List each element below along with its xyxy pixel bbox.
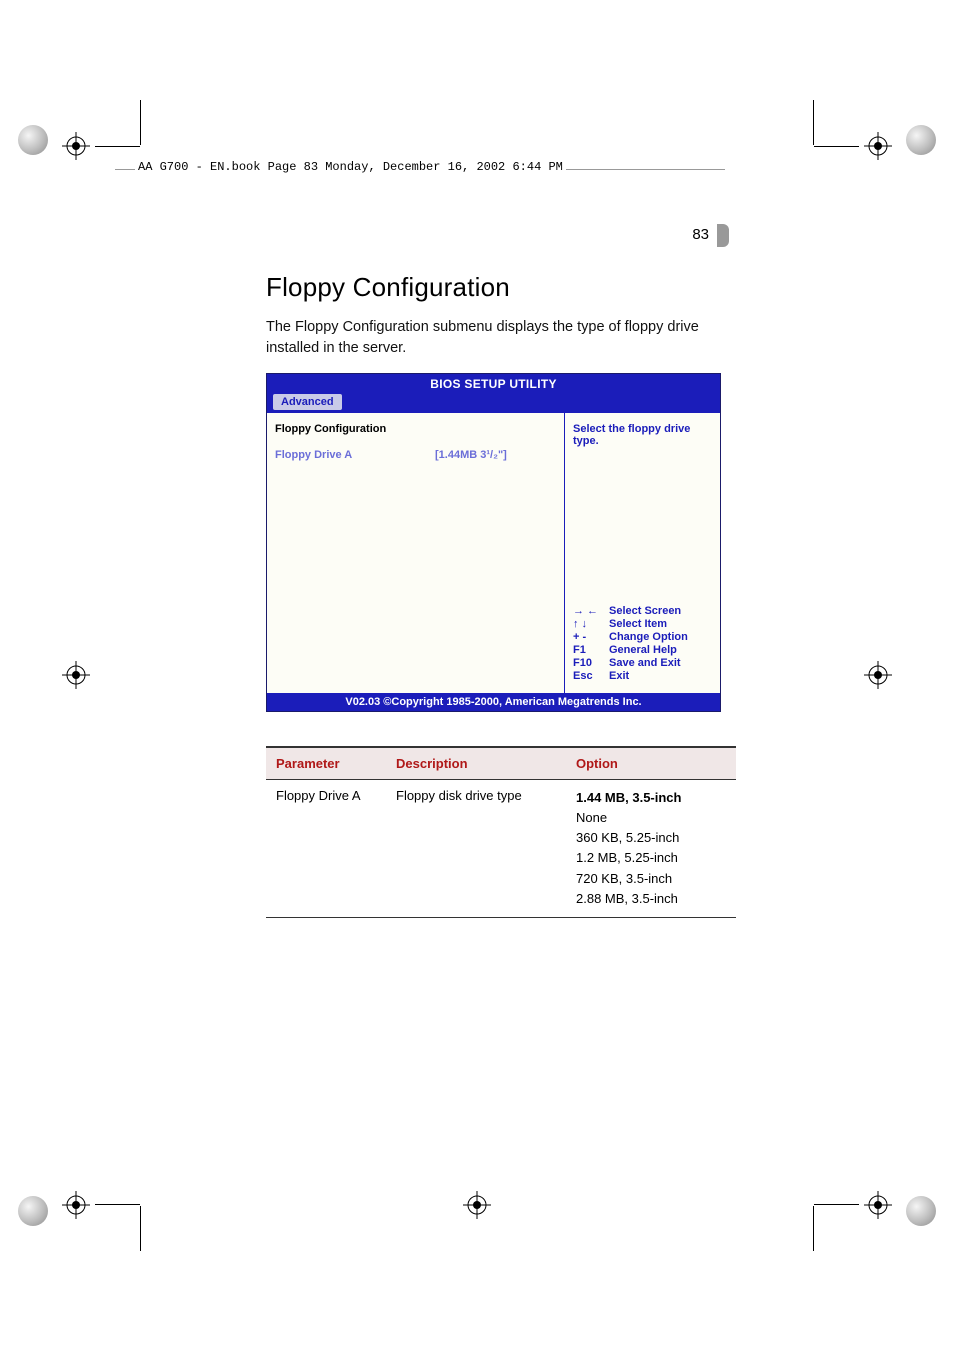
- bios-screenshot: BIOS SETUP UTILITY Advanced Floppy Confi…: [266, 373, 721, 712]
- cell-parameter: Floppy Drive A: [266, 780, 386, 918]
- bios-key: F1: [573, 644, 603, 656]
- option-item: 2.88 MB, 3.5-inch: [576, 889, 726, 909]
- registration-mark-icon: [864, 132, 892, 160]
- bios-key: → ←: [573, 605, 603, 617]
- registration-mark-icon: [62, 1191, 90, 1219]
- corner-orb-icon: [906, 125, 936, 155]
- parameter-table: Parameter Description Option Floppy Driv…: [266, 746, 736, 918]
- registration-mark-icon: [864, 661, 892, 689]
- page-number-band: [717, 224, 729, 247]
- table-row: Floppy Drive A Floppy disk drive type 1.…: [266, 780, 736, 918]
- bios-key-desc: Change Option: [609, 631, 688, 643]
- section-title: Floppy Configuration: [266, 272, 736, 303]
- bios-tab-advanced: Advanced: [273, 394, 342, 410]
- running-header: AA G700 - EN.book Page 83 Monday, Decemb…: [135, 160, 566, 174]
- col-parameter: Parameter: [266, 747, 386, 780]
- bios-key-desc: Select Item: [609, 618, 667, 630]
- col-description: Description: [386, 747, 566, 780]
- option-item: 720 KB, 3.5-inch: [576, 869, 726, 889]
- bios-key-desc: Save and Exit: [609, 657, 681, 669]
- page-number: 83: [692, 226, 709, 243]
- table-header-row: Parameter Description Option: [266, 747, 736, 780]
- option-default: 1.44 MB, 3.5-inch: [576, 788, 726, 808]
- bios-field-label: Floppy Drive A: [275, 449, 435, 461]
- registration-mark-icon: [62, 661, 90, 689]
- bios-key-desc: Exit: [609, 670, 629, 682]
- section-intro: The Floppy Configuration submenu display…: [266, 317, 736, 359]
- option-item: None: [576, 808, 726, 828]
- bios-key-desc: General Help: [609, 644, 677, 656]
- corner-orb-icon: [18, 125, 48, 155]
- registration-mark-icon: [463, 1191, 491, 1219]
- bios-panel-title: Floppy Configuration: [275, 423, 556, 435]
- cell-description: Floppy disk drive type: [386, 780, 566, 918]
- bios-key-legend: → ← Select Screen ↑ ↓ Select Item + - Chang…: [573, 605, 712, 683]
- bios-key: Esc: [573, 670, 603, 682]
- option-item: 360 KB, 5.25-inch: [576, 828, 726, 848]
- bios-help-text: Select the floppy drive type.: [573, 423, 712, 447]
- bios-key-desc: Select Screen: [609, 605, 681, 617]
- col-option: Option: [566, 747, 736, 780]
- bios-field-value: [1.44MB 3¹/₂"]: [435, 449, 507, 461]
- bios-key: ↑ ↓: [573, 618, 603, 630]
- registration-mark-icon: [864, 1191, 892, 1219]
- bios-footer: V02.03 ©Copyright 1985-2000, American Me…: [267, 693, 720, 711]
- bios-title: BIOS SETUP UTILITY: [267, 374, 720, 394]
- option-item: 1.2 MB, 5.25-inch: [576, 848, 726, 868]
- bios-key: + -: [573, 631, 603, 643]
- corner-orb-icon: [18, 1196, 48, 1226]
- corner-orb-icon: [906, 1196, 936, 1226]
- registration-mark-icon: [62, 132, 90, 160]
- bios-key: F10: [573, 657, 603, 669]
- bios-menubar: Advanced: [267, 394, 720, 413]
- cell-option: 1.44 MB, 3.5-inch None 360 KB, 5.25-inch…: [566, 780, 736, 918]
